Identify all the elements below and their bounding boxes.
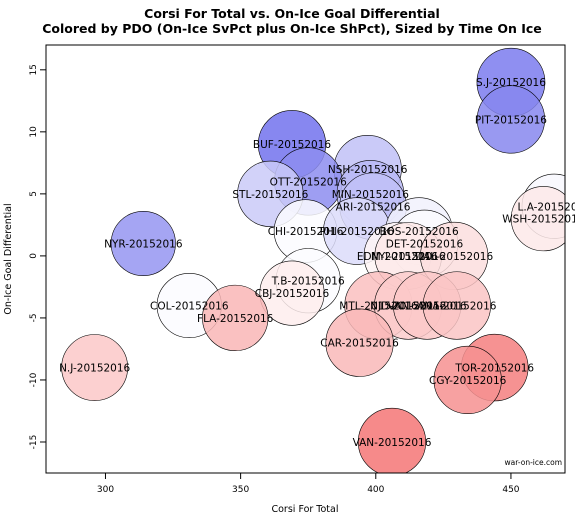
point-label-16: DAL-20152016 [415,251,493,263]
point-label-22: NJD-20152016 [370,301,447,313]
point-label-12: BOS-20152016 [379,226,459,238]
data-point-26 [325,308,394,377]
point-label-11: PHI-20152016 [320,226,395,238]
x-tick-label-0: 300 [97,485,114,495]
y-tick-label-2: -5 [29,313,39,322]
x-tick-label-2: 400 [367,485,384,495]
point-label-20: COL-20152016 [150,301,229,313]
data-point-29 [433,345,502,415]
x-tick-label-1: 350 [232,485,249,495]
data-point-24 [422,271,491,340]
point-label-7: ARI-20152016 [336,201,411,213]
y-tick-label-5: 10 [29,126,39,138]
point-label-6: MIN-20152016 [332,189,410,201]
x-axis-label: Corsi For Total [271,504,338,515]
point-label-1: PIT-20152016 [475,114,547,126]
point-label-8: L.A-20152016 [518,201,575,213]
point-label-13: DET-20152016 [386,238,464,250]
chart-title: Corsi For Total vs. On-Ice Goal Differen… [144,6,440,21]
watermark: war-on-ice.com [505,458,562,467]
point-label-18: T.B-20152016 [271,276,345,288]
point-label-26: CAR-20152016 [320,338,399,350]
data-point-27 [61,334,128,401]
y-axis-label: On-Ice Goal Differential [3,203,14,314]
point-label-27: N.J-20152016 [59,363,130,375]
point-label-23: VAN-20152016 [388,301,467,313]
point-label-10: CHI-20152016 [268,226,344,238]
chart-subtitle: Colored by PDO (On-Ice SvPct plus On-Ice… [42,21,542,36]
data-point-25 [202,284,269,352]
y-tick-label-1: -10 [29,372,39,387]
point-label-2: BUF-20152016 [253,139,331,151]
point-label-30: VAN-20152016 [353,437,432,449]
point-label-29: CGY-20152016 [429,375,507,387]
data-point-1 [476,85,545,154]
point-label-28: TOR-20152016 [454,363,534,375]
y-tick-label-0: -15 [29,435,39,450]
x-tick-label-3: 450 [502,485,519,495]
point-label-14: EDM-20152016 [357,251,438,263]
plot-frame [45,44,566,474]
labels-layer: S.J-20152016 PIT-20152016 BUF-20152016 NSH-… [59,77,575,449]
point-label-3: NSH-20152016 [328,164,408,176]
y-tick-label-6: 15 [29,64,39,75]
y-axis: -15 -10 -5 0 5 10 15 [29,64,46,449]
point-label-24: ANA-20152016 [417,301,497,313]
point-label-19: CBJ-20152016 [255,288,330,300]
point-label-5: STL-20152016 [232,189,308,201]
data-point-9 [510,186,565,252]
point-label-25: FLA-20152016 [197,313,274,325]
point-label-15: NYI-20152016 [371,251,446,263]
point-label-4: OTT-20152016 [270,176,347,188]
data-point-17 [110,210,176,276]
y-tick-label-3: 0 [29,253,39,259]
point-label-0: S.J-20152016 [476,77,546,89]
point-label-21: MTL-20152016 [339,301,418,313]
point-label-17: NYR-20152016 [104,238,183,250]
y-tick-label-4: 5 [29,191,39,197]
points-layer [61,47,565,473]
data-point-30 [357,407,427,473]
x-axis: 300 350 400 450 [97,473,520,495]
point-label-9: WSH-20152016 [502,214,575,226]
data-point-19 [259,260,325,326]
